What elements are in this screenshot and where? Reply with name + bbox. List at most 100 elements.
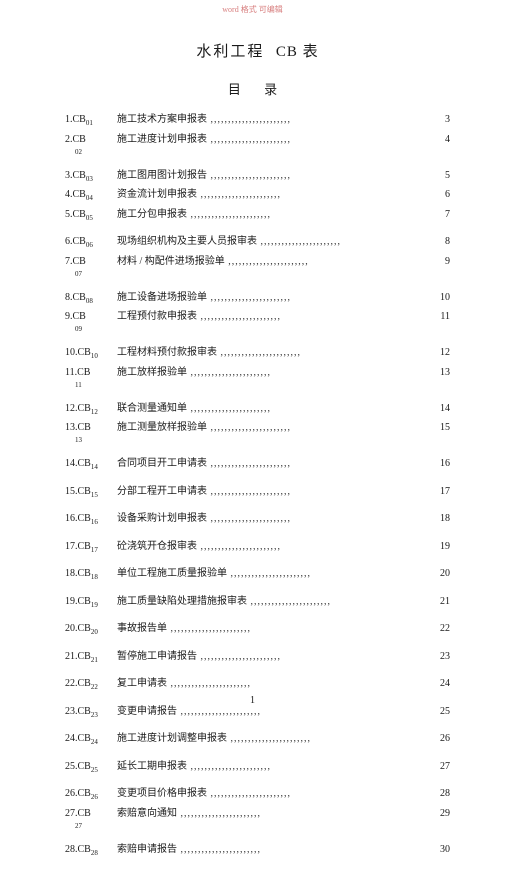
- toc-code: 19.CB19: [65, 594, 117, 611]
- toc-row: 5.CB05施工分包申报表 ,,,,,,,,,,,,,,,,,,,,,,,7: [65, 207, 450, 224]
- toc-label: 施工放样报验单 ,,,,,,,,,,,,,,,,,,,,,,,: [117, 365, 430, 380]
- toc-row: 15.CB15分部工程开工申请表 ,,,,,,,,,,,,,,,,,,,,,,,…: [65, 484, 450, 501]
- watermark: word 格式 可编辑: [222, 4, 282, 15]
- toc-row: 24.CB24施工进度计划调整申报表 ,,,,,,,,,,,,,,,,,,,,,…: [65, 731, 450, 748]
- toc-label: 合同项目开工申请表 ,,,,,,,,,,,,,,,,,,,,,,,: [117, 456, 430, 471]
- toc-row: 18.CB18单位工程施工质量报验单 ,,,,,,,,,,,,,,,,,,,,,…: [65, 566, 450, 583]
- toc-page: 24: [430, 676, 450, 691]
- toc-code: 1.CB01: [65, 112, 117, 129]
- toc-row: 2.CB施工进度计划申报表 ,,,,,,,,,,,,,,,,,,,,,,,4: [65, 132, 450, 147]
- toc-label: 单位工程施工质量报验单 ,,,,,,,,,,,,,,,,,,,,,,,: [117, 566, 430, 581]
- toc-label: 材料 / 构配件进场报验单 ,,,,,,,,,,,,,,,,,,,,,,,: [117, 254, 430, 269]
- toc-row: 22.CB22复工申请表 ,,,,,,,,,,,,,,,,,,,,,,,24: [65, 676, 450, 693]
- toc-code: 13.CB: [65, 420, 117, 435]
- toc-page: 7: [430, 207, 450, 222]
- toc-code: 11.CB: [65, 365, 117, 380]
- toc-label: 变更项目价格申报表 ,,,,,,,,,,,,,,,,,,,,,,,: [117, 786, 430, 801]
- toc-page: 13: [430, 365, 450, 380]
- toc-label: 工程材料预付款报审表 ,,,,,,,,,,,,,,,,,,,,,,,: [117, 345, 430, 360]
- toc-label: 砼浇筑开仓报审表 ,,,,,,,,,,,,,,,,,,,,,,,: [117, 539, 430, 554]
- toc-page: 23: [430, 649, 450, 664]
- toc-page: 11: [430, 309, 450, 324]
- toc-code: 4.CB04: [65, 187, 117, 204]
- toc-code: 2.CB: [65, 132, 117, 147]
- toc-code: 12.CB12: [65, 401, 117, 418]
- toc-code: 24.CB24: [65, 731, 117, 748]
- toc-page: 26: [430, 731, 450, 746]
- toc-row: 21.CB21暂停施工申请报告 ,,,,,,,,,,,,,,,,,,,,,,,2…: [65, 649, 450, 666]
- toc-code-sub: 02: [65, 148, 450, 156]
- toc-row: 1.CB01施工技术方案申报表 ,,,,,,,,,,,,,,,,,,,,,,,3: [65, 112, 450, 129]
- toc-label: 施工分包申报表 ,,,,,,,,,,,,,,,,,,,,,,,: [117, 207, 430, 222]
- toc-row: 14.CB14合同项目开工申请表 ,,,,,,,,,,,,,,,,,,,,,,,…: [65, 456, 450, 473]
- toc-row: 16.CB16设备采购计划申报表 ,,,,,,,,,,,,,,,,,,,,,,,…: [65, 511, 450, 528]
- toc-code: 22.CB22: [65, 676, 117, 693]
- toc-page: 6: [430, 187, 450, 202]
- toc-row: 26.CB26变更项目价格申报表 ,,,,,,,,,,,,,,,,,,,,,,,…: [65, 786, 450, 803]
- toc-page: 8: [430, 234, 450, 249]
- toc-page: 20: [430, 566, 450, 581]
- title-part1: 水利工程: [196, 44, 264, 60]
- toc-page: 10: [430, 290, 450, 305]
- toc-code: 3.CB03: [65, 168, 117, 185]
- toc-page: 21: [430, 594, 450, 609]
- toc-page: 30: [430, 842, 450, 857]
- toc-code: 28.CB28: [65, 842, 117, 859]
- toc-code: 27.CB: [65, 806, 117, 821]
- toc-label: 施工技术方案申报表 ,,,,,,,,,,,,,,,,,,,,,,,: [117, 112, 430, 127]
- toc-code: 16.CB16: [65, 511, 117, 528]
- toc-row: 23.CB23变更申请报告 ,,,,,,,,,,,,,,,,,,,,,,,25: [65, 704, 450, 721]
- toc-row: 20.CB20事故报告单 ,,,,,,,,,,,,,,,,,,,,,,,22: [65, 621, 450, 638]
- toc-code: 7.CB: [65, 254, 117, 269]
- subtitle: 目 录: [65, 79, 450, 98]
- toc-row: 11.CB施工放样报验单 ,,,,,,,,,,,,,,,,,,,,,,,13: [65, 365, 450, 380]
- toc-label: 延长工期申报表 ,,,,,,,,,,,,,,,,,,,,,,,: [117, 759, 430, 774]
- toc-row: 10.CB10工程材料预付款报审表 ,,,,,,,,,,,,,,,,,,,,,,…: [65, 345, 450, 362]
- toc-code: 14.CB14: [65, 456, 117, 473]
- toc-row: 9.CB工程预付款申报表 ,,,,,,,,,,,,,,,,,,,,,,,11: [65, 309, 450, 324]
- toc-code: 10.CB10: [65, 345, 117, 362]
- toc-code-sub: 27: [65, 822, 450, 830]
- toc-label: 设备采购计划申报表 ,,,,,,,,,,,,,,,,,,,,,,,: [117, 511, 430, 526]
- toc-label: 变更申请报告 ,,,,,,,,,,,,,,,,,,,,,,,: [117, 704, 430, 719]
- toc-page: 29: [430, 806, 450, 821]
- toc-code: 18.CB18: [65, 566, 117, 583]
- toc-label: 复工申请表 ,,,,,,,,,,,,,,,,,,,,,,,: [117, 676, 430, 691]
- toc-code-sub: 07: [65, 270, 450, 278]
- toc-label: 施工质量缺陷处理措施报审表 ,,,,,,,,,,,,,,,,,,,,,,,: [117, 594, 430, 609]
- toc-code: 26.CB26: [65, 786, 117, 803]
- toc-row: 7.CB材料 / 构配件进场报验单 ,,,,,,,,,,,,,,,,,,,,,,…: [65, 254, 450, 269]
- toc-label: 现场组织机构及主要人员报审表 ,,,,,,,,,,,,,,,,,,,,,,,: [117, 234, 430, 249]
- toc-code: 17.CB17: [65, 539, 117, 556]
- document-title: 水利工程 CB 表: [65, 40, 450, 61]
- toc-page: 22: [430, 621, 450, 636]
- toc-page: 18: [430, 511, 450, 526]
- toc-page: 17: [430, 484, 450, 499]
- toc-label: 施工进度计划调整申报表 ,,,,,,,,,,,,,,,,,,,,,,,: [117, 731, 430, 746]
- toc-label: 资金流计划申报表 ,,,,,,,,,,,,,,,,,,,,,,,: [117, 187, 430, 202]
- toc-code-sub: 13: [65, 436, 450, 444]
- toc-code: 25.CB25: [65, 759, 117, 776]
- toc-list: 1.CB01施工技术方案申报表 ,,,,,,,,,,,,,,,,,,,,,,,3…: [65, 112, 450, 858]
- toc-code: 20.CB20: [65, 621, 117, 638]
- toc-label: 施工设备进场报验单 ,,,,,,,,,,,,,,,,,,,,,,,: [117, 290, 430, 305]
- toc-label: 施工测量放样报验单 ,,,,,,,,,,,,,,,,,,,,,,,: [117, 420, 430, 435]
- toc-row: 6.CB06现场组织机构及主要人员报审表 ,,,,,,,,,,,,,,,,,,,…: [65, 234, 450, 251]
- toc-row: 3.CB03施工图用图计划报告 ,,,,,,,,,,,,,,,,,,,,,,,5: [65, 168, 450, 185]
- toc-row: 12.CB12联合测量通知单 ,,,,,,,,,,,,,,,,,,,,,,,14: [65, 401, 450, 418]
- toc-code-sub: 09: [65, 325, 450, 333]
- toc-code: 23.CB23: [65, 704, 117, 721]
- toc-page: 12: [430, 345, 450, 360]
- toc-page: 3: [430, 112, 450, 127]
- toc-row: 17.CB17砼浇筑开仓报审表 ,,,,,,,,,,,,,,,,,,,,,,,1…: [65, 539, 450, 556]
- toc-page: 16: [430, 456, 450, 471]
- toc-label: 施工进度计划申报表 ,,,,,,,,,,,,,,,,,,,,,,,: [117, 132, 430, 147]
- toc-code: 15.CB15: [65, 484, 117, 501]
- toc-row: 25.CB25延长工期申报表 ,,,,,,,,,,,,,,,,,,,,,,,27: [65, 759, 450, 776]
- toc-page: 19: [430, 539, 450, 554]
- toc-label: 分部工程开工申请表 ,,,,,,,,,,,,,,,,,,,,,,,: [117, 484, 430, 499]
- toc-code: 8.CB08: [65, 290, 117, 307]
- toc-label: 索赔申请报告 ,,,,,,,,,,,,,,,,,,,,,,,: [117, 842, 430, 857]
- toc-label: 暂停施工申请报告 ,,,,,,,,,,,,,,,,,,,,,,,: [117, 649, 430, 664]
- toc-page: 9: [430, 254, 450, 269]
